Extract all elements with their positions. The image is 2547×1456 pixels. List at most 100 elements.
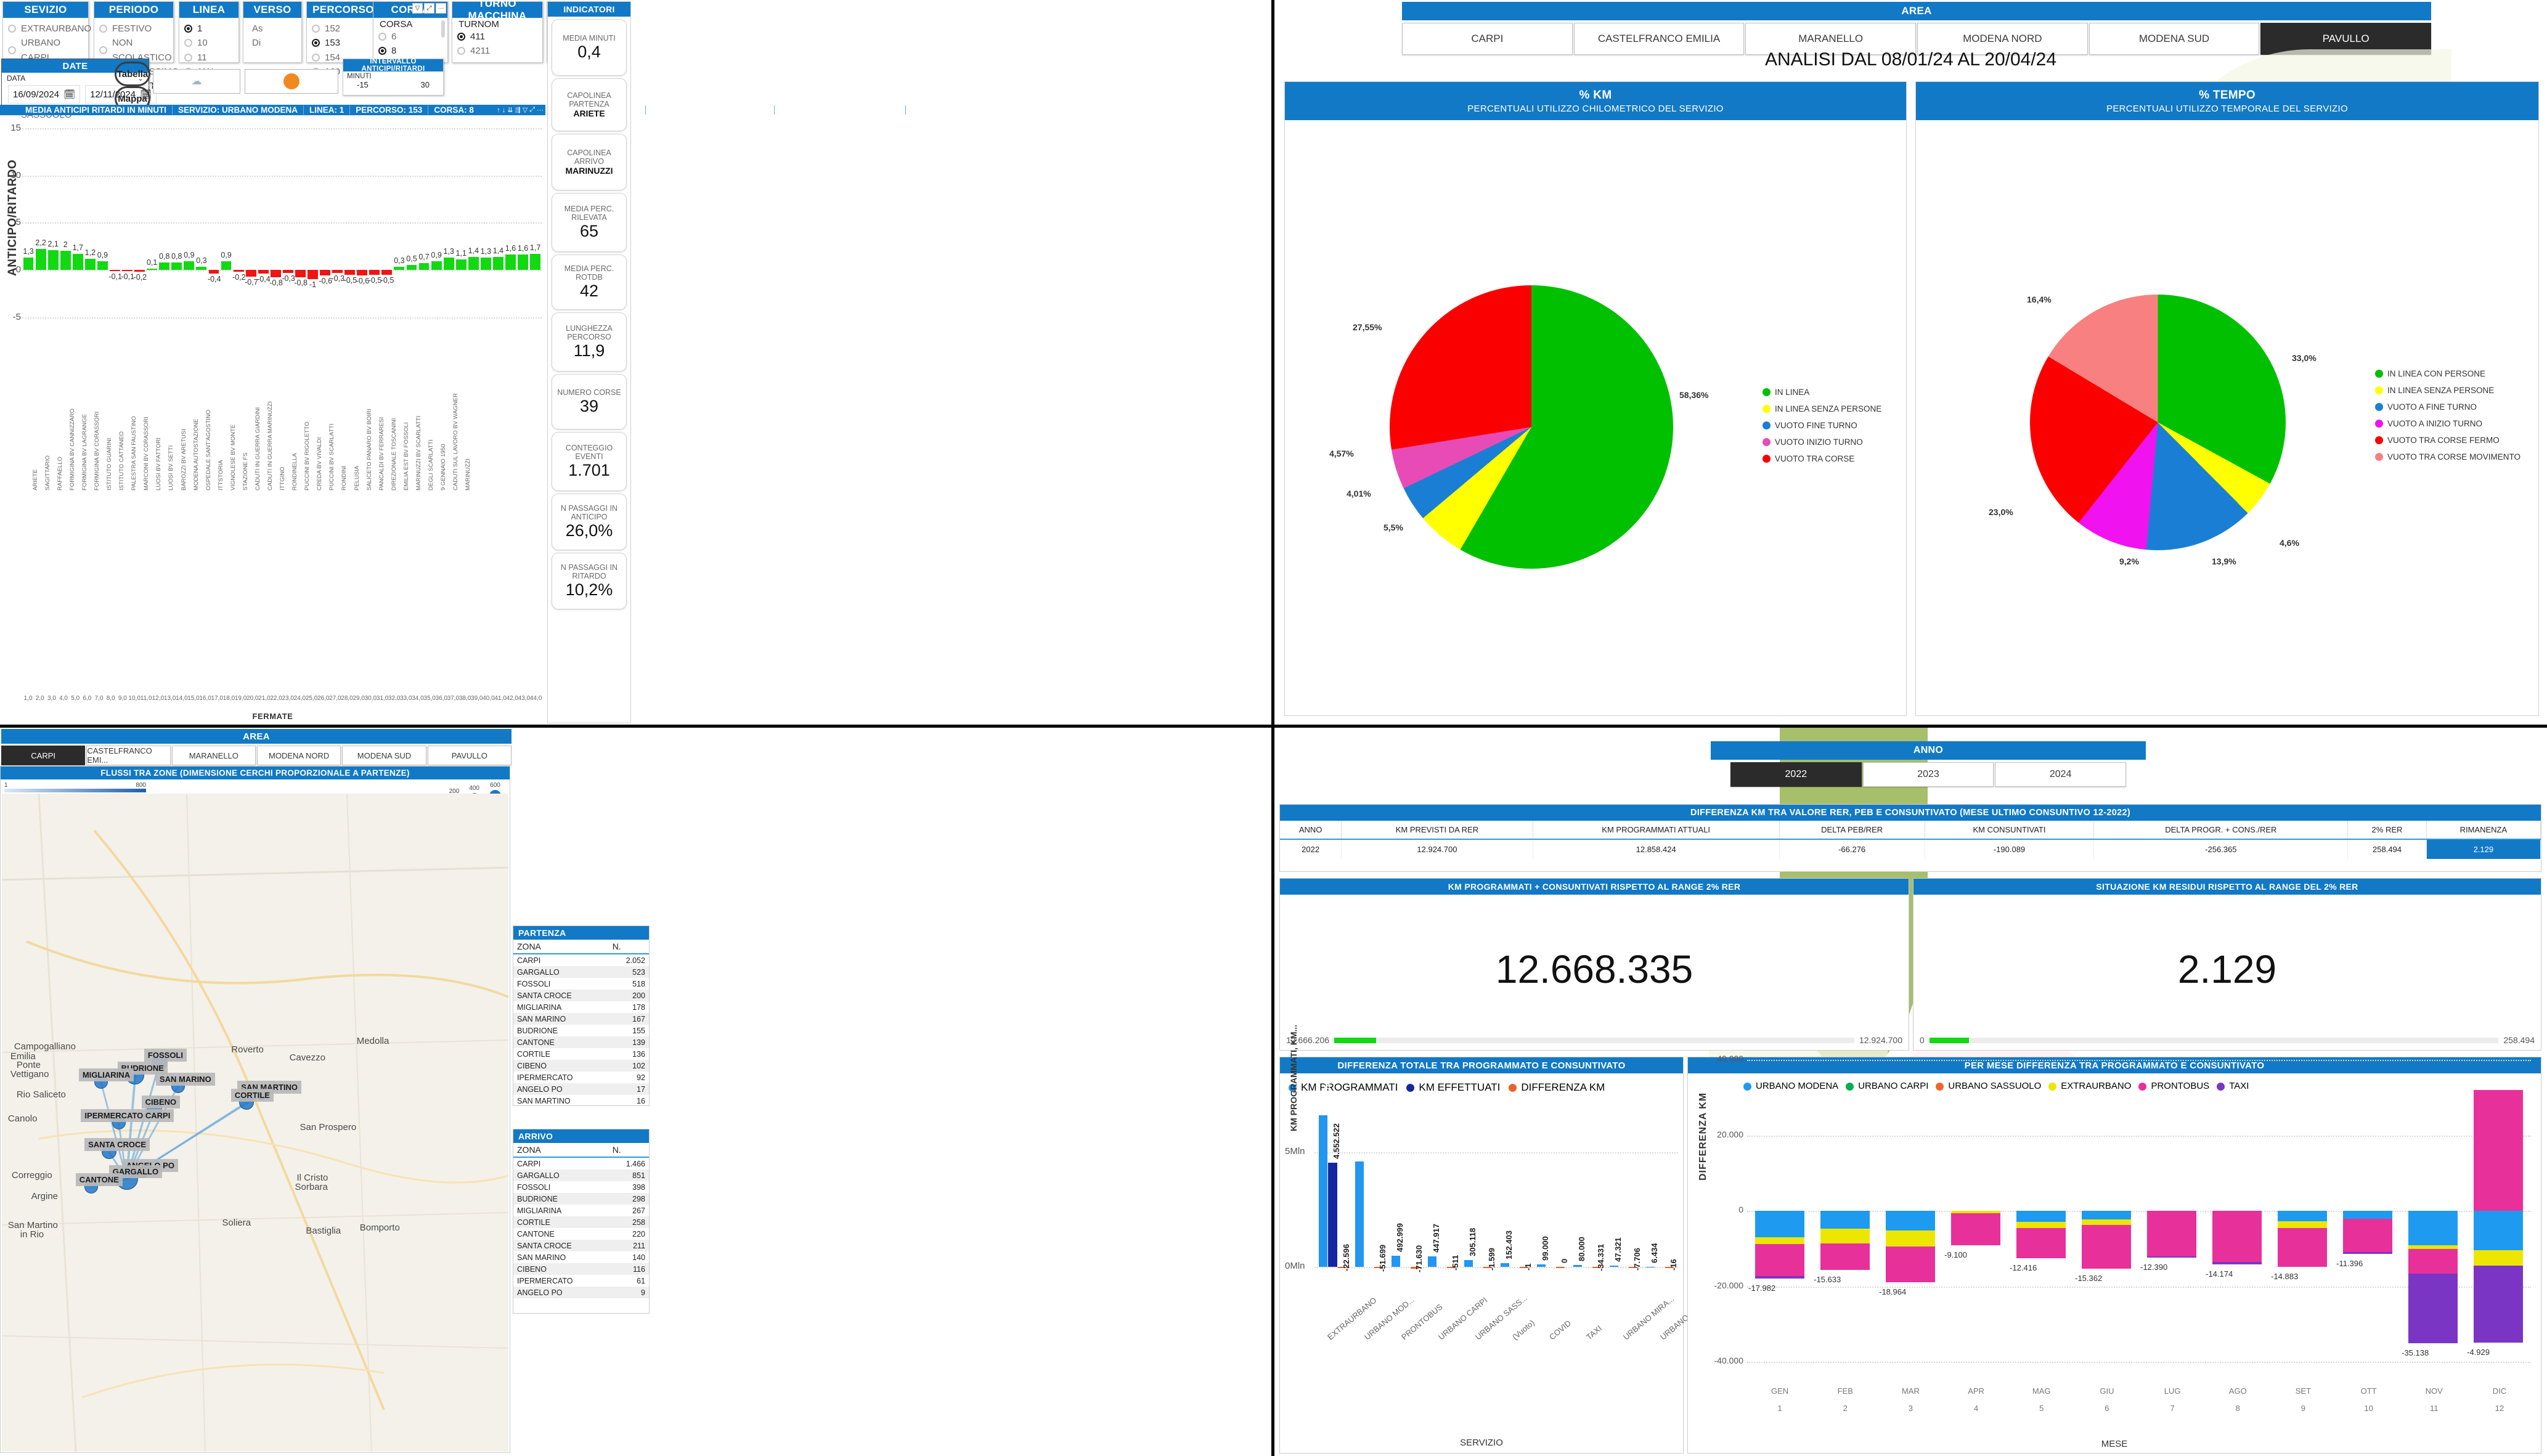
slicer-percorso[interactable]: PERCORSO 152 153 154 160	[306, 1, 380, 77]
tabella-button[interactable]: Tabella	[115, 62, 150, 86]
table-row[interactable]: ANGELO PO 17	[513, 1083, 649, 1095]
area-tab-maranello[interactable]: MARANELLO	[171, 746, 256, 765]
table-row[interactable]: SAN MARINO 140	[513, 1251, 649, 1263]
option-percorso-152[interactable]: 152	[312, 22, 375, 36]
option-linea-10[interactable]: 10	[184, 36, 234, 50]
slicer-servizio[interactable]: SEVIZIO EXTRAURBANO URBANO CARPI URBANO …	[2, 1, 91, 120]
bar-value-label: -7.706	[1632, 1248, 1642, 1271]
col-n[interactable]: N.	[608, 1143, 649, 1158]
table-row[interactable]: CARPI 1.466	[513, 1157, 649, 1169]
anno-tab-row[interactable]: 2022 2023 2024	[1711, 762, 2146, 787]
map-place-label: Canolo	[7, 1113, 38, 1125]
option-percorso-153[interactable]: 153	[312, 36, 375, 50]
area-tab-carpi[interactable]: CARPI	[1402, 23, 1573, 55]
anno-slicer[interactable]: ANNO 2022 2023 2024	[1711, 741, 2146, 787]
km-col-header[interactable]: DELTA PROGR. + CONS./RER	[2093, 821, 2349, 840]
map-place-label: Vettigano	[10, 1069, 49, 1080]
area-slicer-bl[interactable]: AREA CARPI CASTELFRANCO EMI... MARANELLO MO…	[1, 729, 511, 765]
area-tab-castelfranco-emilia[interactable]: CASTELFRANCO EMILIA	[1573, 23, 1745, 55]
option-turno-4211[interactable]: 4211	[457, 44, 537, 58]
focus-icon[interactable]: ⤢	[529, 106, 535, 113]
drill-down-icon[interactable]: ⇊	[507, 107, 513, 114]
option-extraurbano[interactable]: EXTRAURBANO	[8, 22, 91, 36]
area-tab-2022[interactable]: 2022	[1730, 762, 1862, 787]
slicer-periodo[interactable]: PERIODO FESTIVO NON SCOLASTICO RIDOTTISS…	[94, 1, 179, 91]
more-options-icon[interactable]: ···	[436, 3, 446, 14]
map-title: FLUSSI TRA ZONE (DIMENSIONE CERCHI PROPO…	[1, 767, 510, 779]
focus-icon[interactable]: ⤢	[424, 3, 434, 14]
sort-desc-icon[interactable]: ↓	[502, 106, 506, 114]
date-from-input[interactable]: 16/09/2024 🗓	[8, 85, 81, 104]
area-tab-maranello[interactable]: MARANELLO	[1745, 23, 1917, 55]
table-row[interactable]: IPERMERCATO 92	[513, 1072, 649, 1083]
option-corsa-6[interactable]: 6	[378, 30, 442, 44]
area-tab-modena-nord[interactable]: MODENA NORD	[1917, 23, 2088, 55]
slicer-turno-macchina[interactable]: TURNO MACCHINA TURNOM 411 4211	[452, 0, 543, 63]
area-tab-carpi[interactable]: CARPI	[1, 746, 86, 765]
table-row[interactable]: GARGALLO 523	[513, 966, 649, 978]
km-col-header[interactable]: KM PROGRAMMATI ATTUALI	[1533, 821, 1780, 840]
slicer-corsa[interactable]: CORSA ▽ ⤢ ··· CORSA 6 8 12 14	[373, 1, 448, 85]
table-row[interactable]: CORTILE 258	[513, 1216, 649, 1228]
col-zona[interactable]: ZONA	[513, 1143, 609, 1158]
option-corsa-8[interactable]: 8	[378, 44, 442, 58]
strip-seg-8: ANTICIPO / RITARDO TRA -6...	[775, 105, 907, 115]
table-row[interactable]: CIBENO 116	[513, 1263, 649, 1275]
table-row[interactable]: MIGLIARINA 267	[513, 1205, 649, 1216]
km-col-header[interactable]: ANNO	[1280, 821, 1342, 840]
km-col-header[interactable]: RIMANENZA	[2426, 821, 2541, 840]
km-col-header[interactable]: DELTA PEB/RER	[1779, 821, 1925, 840]
table-row[interactable]: SAN MARTINO 16	[513, 1095, 649, 1107]
slicer-linea[interactable]: LINEA 1 10 11 11N	[179, 1, 239, 77]
slicer-intervallo[interactable]: INTERVALLO ANTICIPI/RITARDI MINUTI -15 3…	[343, 58, 444, 96]
area-tab-modena-sud[interactable]: MODENA SUD	[2089, 23, 2260, 55]
table-row[interactable]: GARGALLO 851	[513, 1169, 649, 1181]
area-tab-pavullo[interactable]: PAVULLO	[427, 746, 511, 765]
map-canvas[interactable]: Campogalliano Emilia Ponte Vettigano Rio Sal…	[2, 794, 508, 1452]
area-tab-row-bl[interactable]: CARPI CASTELFRANCO EMI... MARANELLO MODENA …	[1, 746, 511, 765]
filter-icon[interactable]: ▽	[522, 107, 528, 114]
area-tab-2024[interactable]: 2024	[1995, 762, 2127, 787]
filter-icon[interactable]: ▽	[412, 3, 423, 14]
table-row[interactable]: SANTA CROCE 200	[513, 990, 649, 1001]
col-n[interactable]: N.	[608, 940, 649, 954]
bar-value-label: 0,3	[196, 256, 207, 266]
table-row[interactable]: FOSSOLI 518	[513, 978, 649, 990]
option-verso-as[interactable]: As	[252, 23, 263, 34]
area-tab-modena-nord[interactable]: MODENA NORD	[256, 746, 341, 765]
table-row[interactable]: SAN MARINO 167	[513, 1013, 649, 1025]
table-row[interactable]: CANTONE 139	[513, 1036, 649, 1048]
table-row[interactable]: SANTA CROCE 211	[513, 1240, 649, 1251]
table-row[interactable]: BUDRIONE 155	[513, 1025, 649, 1036]
km-col-header[interactable]: 2% RER	[2347, 821, 2427, 840]
option-turno-411[interactable]: 411	[457, 30, 537, 44]
option-linea-11[interactable]: 11	[184, 51, 234, 65]
option-verso-di[interactable]: Di	[252, 38, 261, 49]
table-row[interactable]: FOSSOLI 398	[513, 1181, 649, 1193]
table-row[interactable]: IPERMERCATO 61	[513, 1275, 649, 1287]
col-zona[interactable]: ZONA	[513, 940, 609, 954]
area-slicer[interactable]: AREA CARPI CASTELFRANCO EMILIA MARANELLO MO…	[1402, 2, 2432, 55]
more-options-icon[interactable]: ···	[537, 106, 544, 114]
table-row[interactable]: CARPI 2.052	[513, 954, 649, 966]
option-linea-1[interactable]: 1	[184, 22, 234, 36]
table-row[interactable]: CIBENO 102	[513, 1060, 649, 1072]
km-col-header[interactable]: KM PREVISTI DA RER	[1341, 821, 1533, 840]
table-row[interactable]: ANGELO PO 9	[513, 1287, 649, 1298]
map-place-label: Roverto	[231, 1044, 264, 1055]
area-tab-2023[interactable]: 2023	[1862, 762, 1994, 787]
sort-asc-icon[interactable]: ↑	[497, 106, 500, 114]
table-row[interactable]: CANTONE 220	[513, 1228, 649, 1240]
area-tab-modena-sud[interactable]: MODENA SUD	[342, 746, 426, 765]
area-tab-castelfranco-emi-[interactable]: CASTELFRANCO EMI...	[86, 746, 171, 765]
scrollbar-thumb[interactable]	[441, 20, 445, 38]
km-col-header[interactable]: KM CONSUNTIVATI	[1925, 821, 2095, 840]
table-row[interactable]: CORTILE 136	[513, 1048, 649, 1060]
table-row[interactable]: BUDRIONE 298	[513, 1193, 649, 1205]
option-percorso-154[interactable]: 154	[312, 51, 375, 65]
option-festivo[interactable]: FESTIVO	[99, 22, 168, 36]
table-row[interactable]: MIGLIARINA 178	[513, 1001, 649, 1013]
radio-icon	[99, 25, 107, 33]
slicer-verso[interactable]: VERSO As Di	[243, 1, 302, 63]
expand-icon[interactable]: ⇶	[515, 107, 521, 114]
